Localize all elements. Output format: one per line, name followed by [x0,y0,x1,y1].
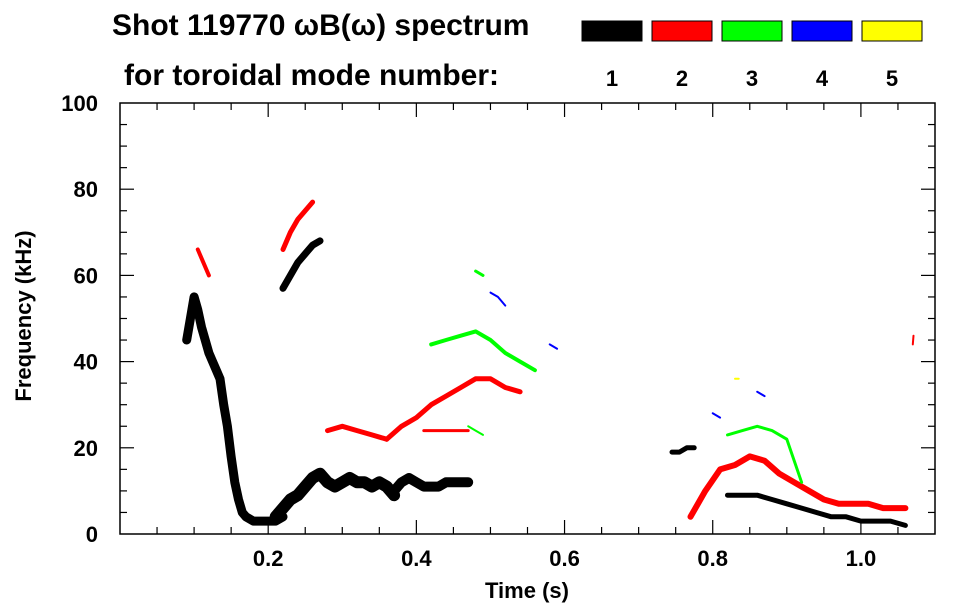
legend-label-5: 5 [886,66,898,91]
series-2-segment-2 [325,423,390,442]
series-1-segment-1 [269,467,401,523]
plot-marks [182,199,915,528]
series-1-segment-2 [389,473,474,496]
x-tick-label: 0.8 [697,546,728,571]
y-tick-label: 0 [86,522,98,547]
legend-label-3: 3 [746,66,758,91]
x-tick-label: 0.2 [253,546,284,571]
series-4-segment-2 [711,412,722,419]
series-3-segment-3 [726,424,804,484]
legend-label-1: 1 [606,66,618,91]
series-4-segment-3 [756,390,766,398]
legend-swatch-2 [651,20,713,42]
legend-swatch-5 [861,20,923,42]
x-tick-label: 0.6 [549,546,580,571]
series-3-segment-2 [467,425,484,436]
y-tick-label: 80 [74,177,98,202]
x-tick-label: 0.4 [401,546,432,571]
plot-frame [119,102,936,535]
x-axis-label: Time (s) [485,578,569,603]
series-2-segment-3 [384,376,523,442]
y-tick-label: 20 [74,436,98,461]
series-1-segment-0 [182,292,288,526]
legend-label-2: 2 [676,66,688,91]
series-2-segment-0 [195,247,211,278]
series-1-segment-4 [669,445,697,455]
series-1-segment-3 [279,237,324,292]
series-3-segment-0 [429,329,537,373]
series-2-segment-6 [911,334,915,346]
chart-title-line2: for toroidal mode number: [124,59,499,92]
y-axis-label: Frequency (kHz) [11,230,36,401]
y-tick-label: 40 [74,350,98,375]
legend: 1 2 3 4 5 [581,20,923,91]
chart-title-line1: Shot 119770 ωB(ω) spectrum [112,9,529,42]
y-tick-label: 100 [61,91,98,116]
series-3-segment-1 [474,269,485,277]
series-4-segment-0 [489,291,507,307]
legend-label-4: 4 [816,66,829,91]
x-tick-label: 1.0 [846,546,877,571]
series-4-segment-1 [548,343,559,350]
legend-swatch-1 [581,20,643,42]
y-tick-label: 60 [74,263,98,288]
series-1-segment-5 [725,492,908,528]
legend-swatch-4 [791,20,853,42]
axis-ticks: 0.2 0.4 0.6 0.8 1.0 0 20 40 60 80 100 [61,91,935,571]
series-2-segment-1 [280,199,316,252]
legend-swatch-3 [721,20,783,42]
series-2-segment-5 [687,453,909,520]
